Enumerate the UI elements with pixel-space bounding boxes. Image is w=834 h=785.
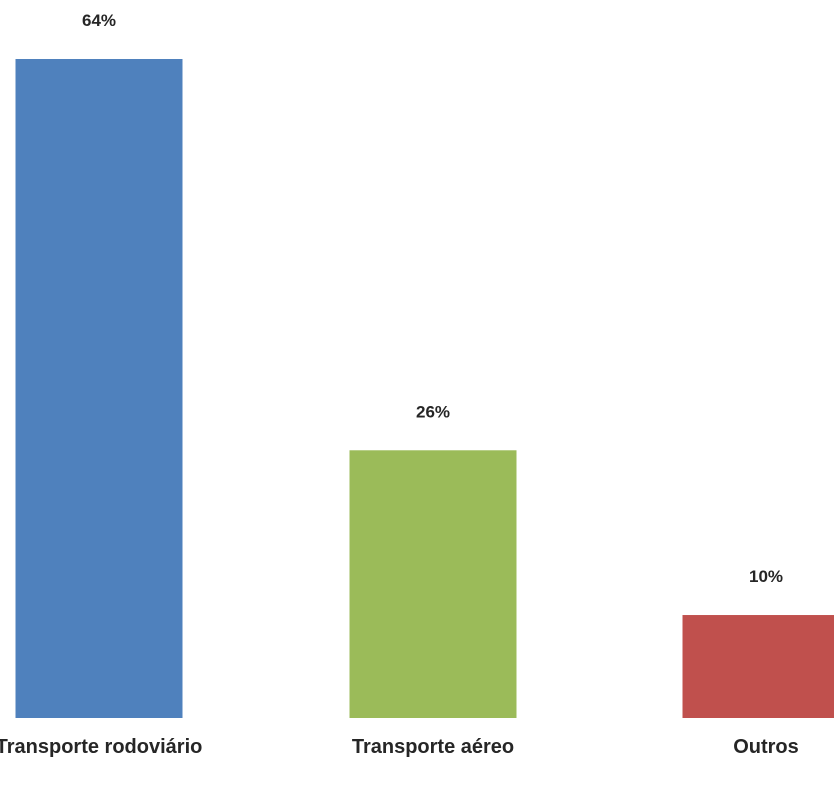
- category-labels-group: Transporte rodoviário Transporte aéreo Out…: [0, 736, 799, 758]
- data-label-1: 64%: [82, 11, 116, 30]
- data-label-3: 10%: [749, 567, 783, 586]
- data-labels-group: 64% 26% 10%: [82, 11, 783, 586]
- category-label-1: Transporte rodoviário: [0, 736, 202, 758]
- bar-2: [349, 450, 517, 718]
- category-label-2: Transporte aéreo: [352, 736, 514, 758]
- bars-group: [15, 59, 834, 718]
- bar-1: [15, 59, 183, 718]
- bar-3: [682, 615, 834, 718]
- data-label-2: 26%: [416, 402, 450, 421]
- category-label-3: Outros: [733, 736, 799, 758]
